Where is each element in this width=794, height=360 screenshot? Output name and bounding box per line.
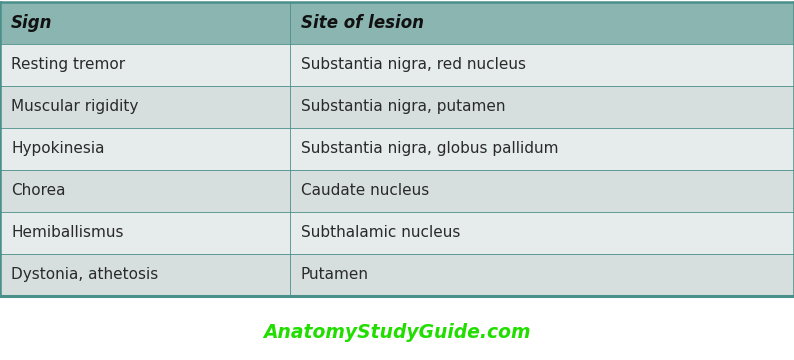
Text: Putamen: Putamen [301, 267, 369, 282]
Bar [0, 212, 290, 254]
Text: Subthalamic nucleus: Subthalamic nucleus [301, 225, 461, 240]
Text: Caudate nucleus: Caudate nucleus [301, 183, 430, 198]
Text: Muscular rigidity: Muscular rigidity [11, 99, 138, 114]
Bar [290, 212, 794, 254]
Bar [290, 128, 794, 170]
Bar [0, 44, 290, 86]
Text: Substantia nigra, red nucleus: Substantia nigra, red nucleus [301, 57, 526, 72]
Text: Chorea: Chorea [11, 183, 66, 198]
Bar [0, 254, 290, 296]
Text: Substantia nigra, putamen: Substantia nigra, putamen [301, 99, 506, 114]
Text: AnatomyStudyGuide.com: AnatomyStudyGuide.com [264, 324, 530, 342]
Bar [0, 86, 290, 128]
Bar [0, 170, 290, 212]
Text: Sign: Sign [11, 14, 52, 32]
Bar [0, 128, 290, 170]
Bar [290, 2, 794, 44]
Bar [290, 170, 794, 212]
Text: Dystonia, athetosis: Dystonia, athetosis [11, 267, 158, 282]
Bar [290, 254, 794, 296]
Text: Hypokinesia: Hypokinesia [11, 141, 105, 156]
Bar [0, 2, 290, 44]
Text: Resting tremor: Resting tremor [11, 57, 125, 72]
Bar [290, 86, 794, 128]
Text: Site of lesion: Site of lesion [301, 14, 424, 32]
Text: Hemiballismus: Hemiballismus [11, 225, 124, 240]
Text: Substantia nigra, globus pallidum: Substantia nigra, globus pallidum [301, 141, 558, 156]
Bar [290, 44, 794, 86]
